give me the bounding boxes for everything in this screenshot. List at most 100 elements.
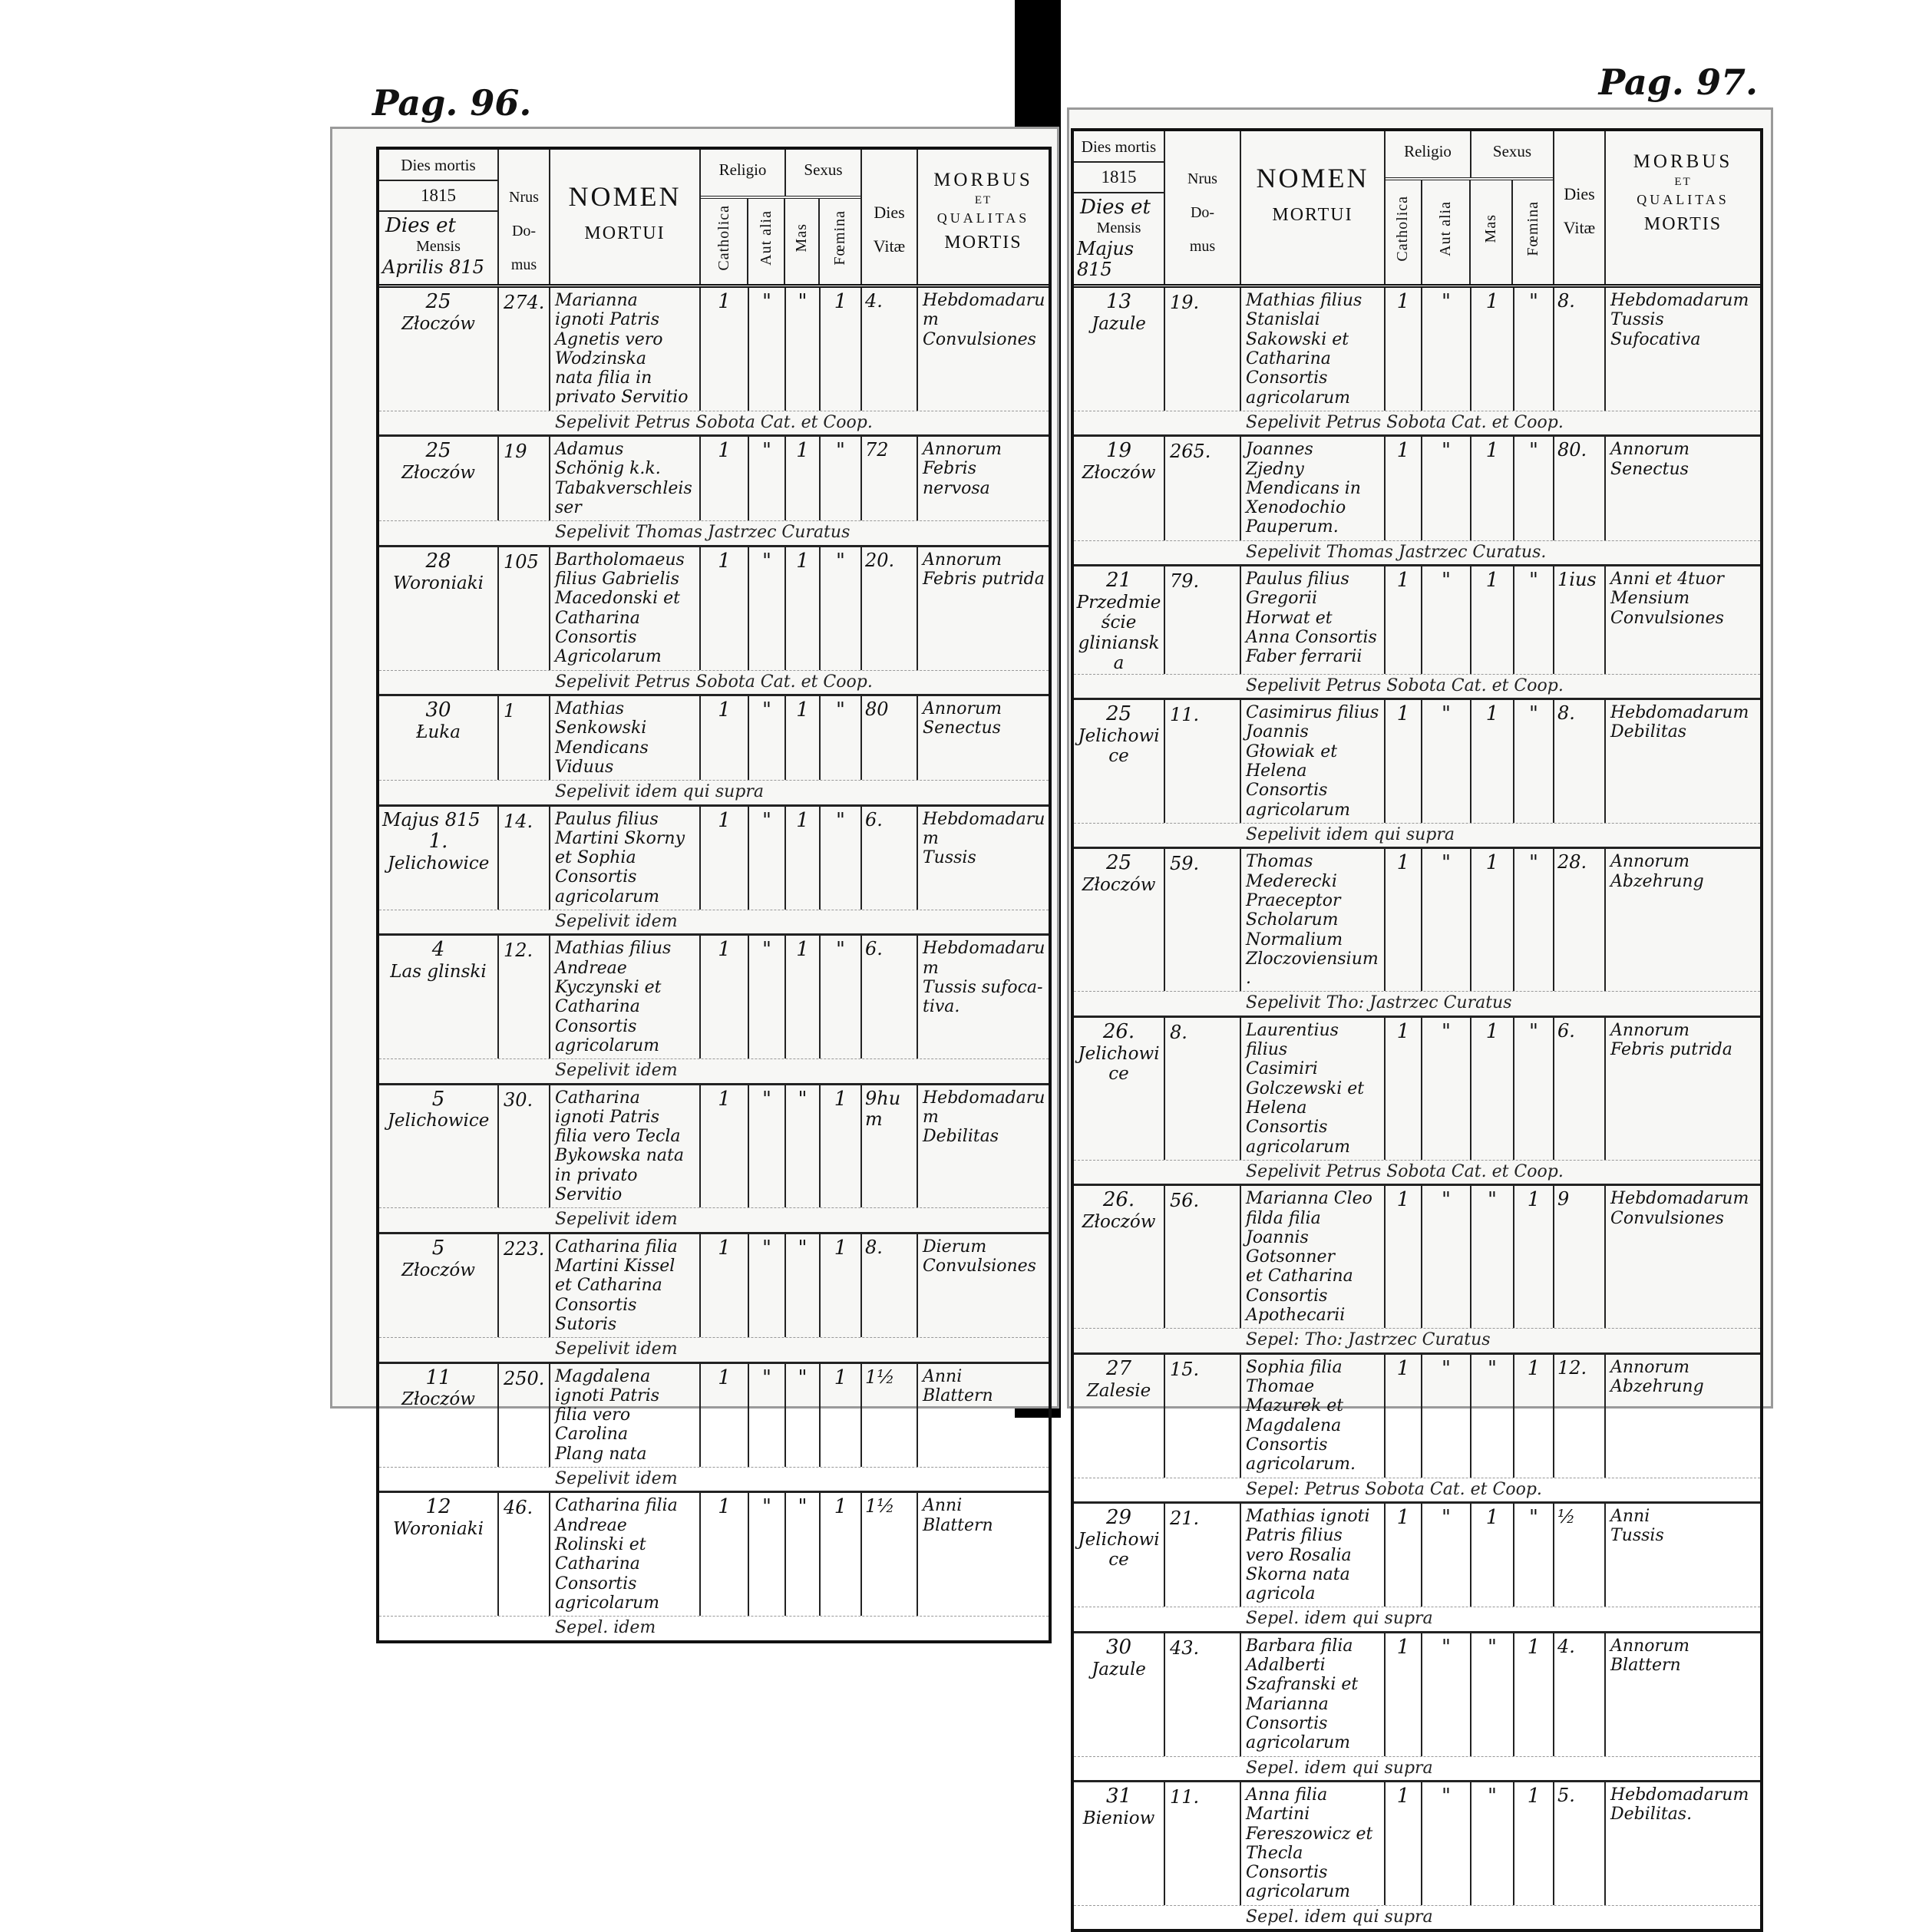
register-row: 12 Woroniaki 46. Catharina filia Andreae Rol…	[379, 1493, 1049, 1640]
mas-mark: 1	[796, 808, 809, 832]
month-label: Majus 815	[1077, 237, 1135, 281]
age-cell: 5.	[1554, 1782, 1606, 1905]
place: Złoczów	[401, 463, 475, 484]
house-number-cell: 21.	[1165, 1503, 1241, 1607]
left-page: Pag. 96.	[330, 82, 1059, 1409]
cath-cell: 1	[1386, 288, 1422, 411]
house-number: 15.	[1170, 1358, 1200, 1380]
death-date: 28	[425, 549, 451, 573]
age-cell: 8.	[862, 1234, 918, 1338]
place: Złoczów	[1082, 463, 1156, 484]
cath-mark: 1	[1396, 1505, 1410, 1529]
foem-cell: "	[1514, 437, 1554, 540]
cath-cell: 1	[701, 1234, 749, 1338]
name-line: Adamus	[555, 440, 624, 460]
name-cell: Joannes Zjedny Mendicans in Xenodochio Pau…	[1241, 437, 1386, 540]
place: Las glinski	[390, 962, 487, 983]
name-cell: Catharina filia Andreae Rolinski et Catha…	[550, 1493, 701, 1617]
death-date: 30	[1105, 1635, 1132, 1659]
right-register-table: Dies mortis 1815 Dies et Mensis Majus 815 Nru…	[1071, 128, 1763, 1932]
name-cell: Marianna ignoti Patris Agnetis vero Wodzin…	[550, 288, 701, 411]
disease-cell: Hebdomadarum Tussis sufoca-tiva.	[918, 936, 1049, 1058]
alia-cell: "	[1422, 1017, 1471, 1160]
name-cell: Mathias filius Stanislai Sakowski et Cath…	[1241, 288, 1386, 411]
foem-mark: 1	[1527, 1356, 1541, 1380]
disease-line: Senectus	[1610, 459, 1689, 479]
age-value: 9	[1557, 1188, 1570, 1210]
mas-cell: 1	[786, 437, 821, 521]
foem-cell: "	[1514, 1017, 1554, 1160]
foem-cell: 1	[1514, 1186, 1554, 1329]
name-line: Barbara filia	[1246, 1636, 1353, 1656]
name-line: Catharina	[555, 1088, 640, 1108]
alia-cell: "	[1422, 566, 1471, 674]
house-number-cell: 15.	[1165, 1354, 1241, 1478]
foem-cell: "	[1514, 288, 1554, 411]
name-line: Catharina filia	[555, 1237, 678, 1257]
disease-line: Debilitas.	[1610, 1805, 1693, 1825]
mortui-label: MORTUI	[1272, 205, 1353, 225]
dies-label: Dies	[874, 203, 905, 222]
burial-note: Sepelivit idem	[379, 909, 1049, 933]
foem-cell: 1	[1514, 1633, 1554, 1756]
register-row-cells: 31 Bieniow 11. Anna filia Martini Fereszowic…	[1074, 1782, 1760, 1905]
name-line: Paulus filius	[555, 809, 659, 829]
house-number-cell: 43.	[1165, 1633, 1241, 1756]
register-row: 27 Zalesie 15. Sophia filia Thomae Mazurek e…	[1074, 1354, 1760, 1504]
name-line: Consortis agricolarum	[1246, 368, 1351, 408]
mas-mark: 1	[1485, 702, 1499, 726]
cath-cell: 1	[701, 288, 749, 411]
burial-note: Sepel: Tho: Jastrzec Curatus	[1074, 1328, 1760, 1352]
age-value: 28.	[1557, 851, 1587, 874]
disease-line: Hebdomadarum	[923, 809, 1045, 848]
cath-mark: 1	[718, 698, 731, 722]
age-cell: 9hum	[862, 1085, 918, 1208]
cath-mark: 1	[718, 1366, 731, 1389]
foem-mark: 1	[834, 290, 847, 313]
header-dies-vitae: Dies Vitæ	[862, 150, 918, 284]
death-date: 26.	[1102, 1188, 1135, 1212]
cath-cell: 1	[701, 547, 749, 670]
disease-line: Convulsiones	[1610, 1208, 1724, 1228]
house-number: 30.	[504, 1088, 533, 1111]
alia-mark: "	[1442, 1019, 1451, 1043]
name-cell: Mathias filius Andreae Kyczynski et Catha…	[550, 936, 701, 1059]
disease-line: Annorum	[923, 440, 1002, 460]
burial-note: Sepelivit Thomas Jastrzec Curatus	[379, 520, 1049, 544]
foemina-label: Fœmina	[831, 210, 848, 266]
house-number-cell: 19.	[1165, 288, 1241, 411]
age-cell: 80	[862, 695, 918, 781]
disease-line: Febris putrida	[923, 570, 1045, 590]
name-line: ignoti Patris	[555, 310, 660, 330]
disease-line: Hebdomadarum	[1610, 1189, 1749, 1209]
alia-cell: "	[749, 1493, 786, 1617]
religio-sexus-bottom: Catholica Aut alia Mas Fœmina	[701, 199, 860, 284]
house-number-cell: 105	[499, 547, 550, 670]
name-line: Bartholomaeus	[555, 550, 685, 570]
burial-note: Sepelivit Petrus Sobota Cat. et Coop.	[1074, 673, 1760, 698]
domus-label-1: Do-	[511, 223, 537, 239]
foem-cell: "	[1514, 700, 1554, 823]
header-domus: Nrus Do-mus	[499, 150, 550, 284]
foem-cell: 1	[1514, 1354, 1554, 1478]
date-place-cell: 26. Złoczów	[1074, 1186, 1165, 1329]
disease-cell: Hebdomadarum Convulsiones	[918, 288, 1049, 411]
morbus-label: MORBUS	[933, 170, 1033, 190]
religio-sexus-bottom: Catholica Aut alia Mas Fœmina	[1386, 180, 1553, 285]
age-value: 80	[865, 698, 889, 720]
disease-cell: Hebdomadarum Convulsiones	[1606, 1186, 1760, 1328]
register-row: 28 Woroniaki 105 Bartholomaeus filius Gabrie…	[379, 547, 1049, 696]
burial-note: Sepel. idem	[379, 1616, 1049, 1640]
date-place-cell: 28 Woroniaki	[379, 547, 499, 670]
alia-cell: "	[1422, 1633, 1471, 1756]
foem-cell: "	[1514, 1503, 1554, 1607]
cath-mark: 1	[718, 808, 731, 832]
alia-cell: "	[1422, 437, 1471, 540]
age-value: 6.	[1557, 1019, 1575, 1042]
register-row: 25 Złoczów 59. Thomas Mederecki Praeceptor S…	[1074, 849, 1760, 1018]
foem-mark: "	[1529, 702, 1538, 726]
date-place-cell: 25 Złoczów	[379, 437, 499, 521]
name-line: Sophia filia	[1246, 1357, 1343, 1377]
name-line: Mathias filius	[1246, 291, 1362, 311]
name-line: Martini Kissel et Catharina	[555, 1257, 675, 1296]
